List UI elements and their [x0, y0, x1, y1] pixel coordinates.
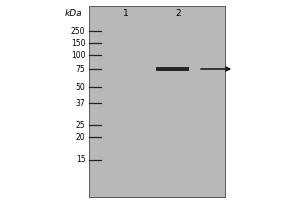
- Text: 20: 20: [76, 133, 86, 142]
- Bar: [88, 6, 225, 197]
- Bar: [156, 67, 189, 71]
- Text: 37: 37: [76, 98, 85, 108]
- Text: 150: 150: [71, 38, 85, 47]
- Text: 100: 100: [71, 50, 85, 60]
- Text: 50: 50: [76, 83, 85, 92]
- Text: 250: 250: [71, 26, 85, 36]
- Text: 2: 2: [176, 9, 181, 19]
- Text: 25: 25: [76, 120, 86, 130]
- Text: 15: 15: [76, 156, 86, 164]
- Text: 75: 75: [76, 64, 85, 73]
- Text: 1: 1: [123, 9, 129, 19]
- Text: kDa: kDa: [65, 9, 82, 19]
